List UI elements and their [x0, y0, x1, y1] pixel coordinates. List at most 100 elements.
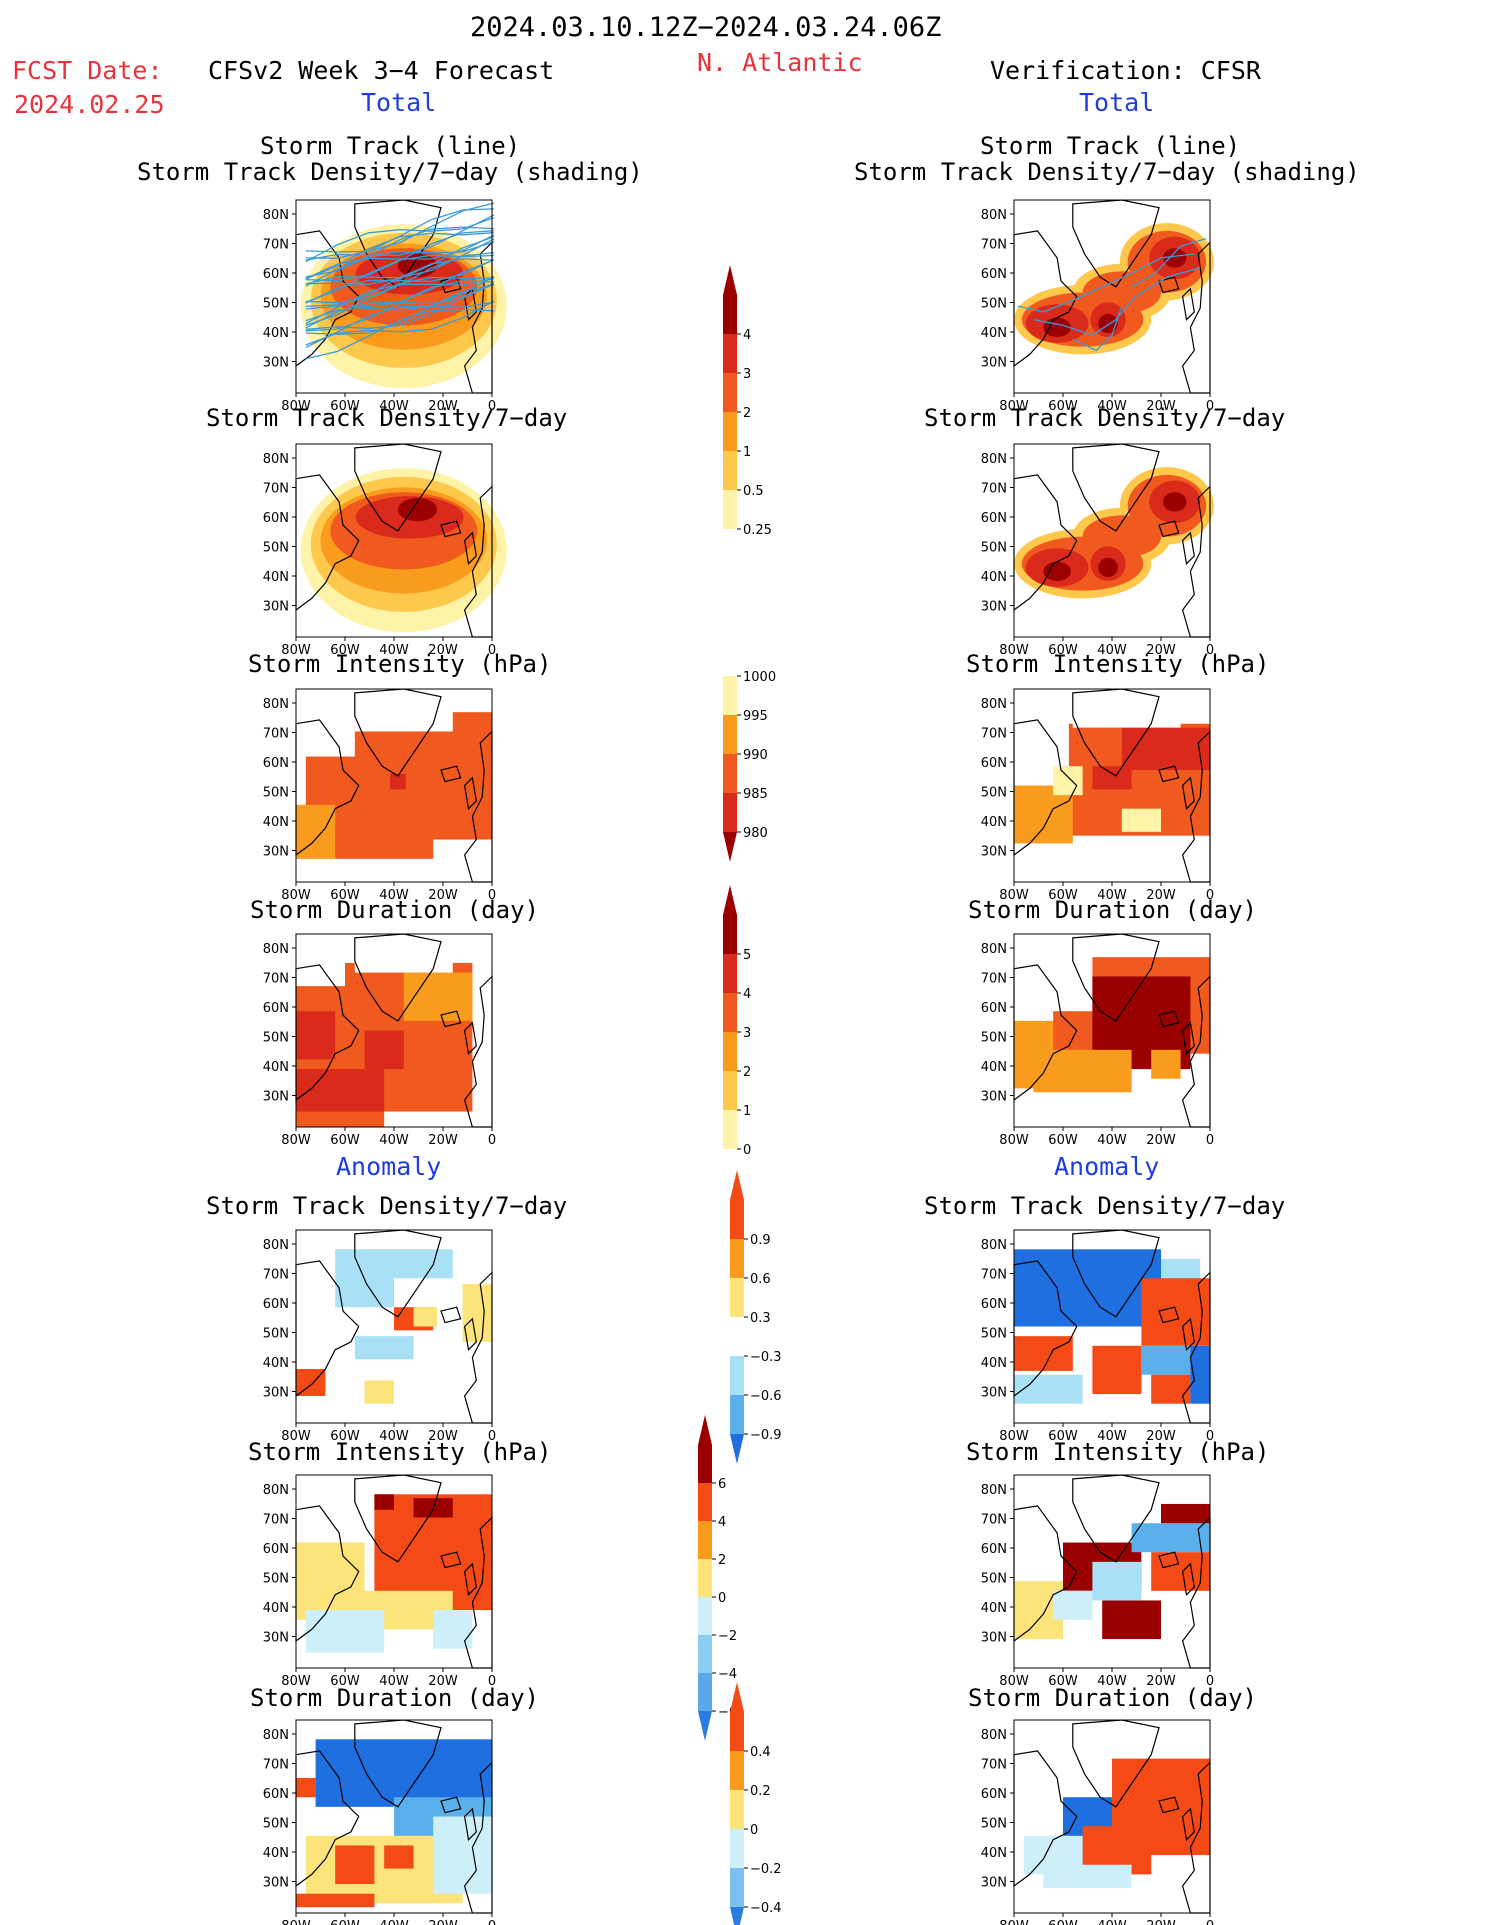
lon-tick-label: 0	[1206, 1429, 1214, 1444]
total-label-right: Total	[1079, 88, 1155, 117]
lat-tick-label: 60N	[263, 511, 289, 526]
fcst-duration-coastline	[440, 1010, 462, 1028]
obs-track-coastline	[1072, 199, 1160, 288]
obs-intensity-cell	[1121, 808, 1161, 832]
title-right-duration-anom: Storm Duration (day)	[968, 1684, 1257, 1712]
obs-duration-coastline	[1013, 964, 1078, 1102]
colorbar-swatch	[723, 451, 737, 490]
fcst-density-anom-coastline	[463, 1317, 477, 1351]
obs-density-anom-cell	[1014, 1374, 1083, 1404]
obs-density-anom-cell	[1151, 1374, 1191, 1404]
lon-tick-label: 60W	[1048, 888, 1078, 903]
obs-density-cell	[1043, 561, 1071, 582]
obs-intensity-anom-cell	[1161, 1503, 1210, 1524]
lat-tick-label: 60N	[263, 756, 289, 771]
lat-tick-label: 80N	[981, 697, 1007, 712]
fcst-track-storm-track	[305, 276, 495, 326]
lon-tick-label: 20W	[1146, 399, 1176, 414]
region-title: N. Atlantic	[697, 48, 863, 77]
fcst-intensity-anom-cell	[305, 1610, 385, 1653]
title-left-track-shading: Storm Track Density/7−day (shading)	[137, 158, 643, 186]
lat-tick-label: 70N	[981, 1758, 1007, 1773]
lat-tick-label: 50N	[263, 1572, 289, 1587]
fcst-density-anom-cell	[364, 1380, 394, 1404]
colorbar-label: −0.2	[750, 1862, 782, 1877]
colorbar-label: 4	[743, 328, 751, 343]
colorbar-label: 0	[750, 1823, 758, 1838]
lat-tick-label: 40N	[981, 1060, 1007, 1075]
lat-tick-label: 60N	[981, 1297, 1007, 1312]
lat-tick-label: 70N	[981, 482, 1007, 497]
title-right-intensity: Storm Intensity (hPa)	[966, 650, 1270, 678]
obs-track-cell	[1082, 271, 1162, 314]
lat-tick-label: 50N	[263, 541, 289, 556]
colorbar-label: 4	[743, 987, 751, 1002]
obs-intensity-cell	[1072, 692, 1181, 728]
title-left-track-line: Storm Track (line)	[260, 132, 521, 160]
obs-intensity-cell	[1092, 766, 1132, 790]
lat-tick-label: 30N	[981, 845, 1007, 860]
fcst-date: 2024.02.25	[14, 90, 165, 119]
lat-tick-label: 40N	[263, 1846, 289, 1861]
fcst-track-storm-track	[305, 259, 495, 304]
lon-tick-label: 20W	[1146, 1133, 1176, 1148]
verification-title: Verification: CFSR	[990, 56, 1261, 85]
lat-tick-label: 50N	[981, 1572, 1007, 1587]
lon-tick-label: 60W	[330, 888, 360, 903]
lon-tick-label: 80W	[999, 1429, 1029, 1444]
lon-tick-label: 0	[488, 1674, 496, 1689]
lat-tick-label: 50N	[981, 1327, 1007, 1342]
fcst-duration-anom-cell	[296, 1777, 316, 1798]
obs-density-anom-coastline	[1181, 1317, 1195, 1351]
obs-duration-anom-map: 80N 70N 60N 50N 40N 30N 80W 60W 40W 20W 0	[981, 1719, 1214, 1925]
colorbar-label: 0.6	[750, 1272, 771, 1287]
obs-intensity-anom-coastline	[1013, 1505, 1078, 1643]
colorbar-swatch	[723, 412, 737, 451]
obs-intensity-anom-cell	[1092, 1561, 1142, 1601]
lat-tick-label: 60N	[263, 1787, 289, 1802]
obs-intensity-anom-coastline	[1181, 1562, 1195, 1596]
title-left-density: Storm Track Density/7−day	[206, 404, 568, 432]
fcst-density-anom-cell	[413, 1307, 438, 1327]
colorbar-swatch	[730, 1278, 744, 1317]
fcst-intensity-coastline	[440, 765, 462, 783]
obs-duration-anom-coastline	[1158, 1796, 1180, 1814]
colorbar-label: 3	[743, 367, 751, 382]
fcst-duration-cell	[296, 1011, 336, 1060]
lat-tick-label: 30N	[981, 1631, 1007, 1646]
lon-tick-label: 20W	[1146, 1429, 1176, 1444]
colorbar-label: 0	[718, 1591, 726, 1606]
obs-density-coastline	[1181, 531, 1195, 565]
obs-density-cell	[1162, 492, 1187, 512]
colorbar-swatch	[698, 1673, 712, 1711]
lat-tick-label: 50N	[263, 1817, 289, 1832]
fcst-duration-anom-coastline	[295, 1750, 360, 1888]
fcst-duration-map: 80N 70N 60N 50N 40N 30N 80W 60W 40W 20W 0	[263, 933, 496, 1148]
lon-tick-label: 20W	[1146, 1919, 1176, 1925]
lon-tick-label: 0	[488, 1133, 496, 1148]
fcst-duration-coastline	[463, 1021, 477, 1055]
fcst-density-coastline	[440, 520, 462, 538]
obs-intensity-anom-coastline	[1158, 1551, 1180, 1569]
obs-track-storm-track	[1131, 237, 1207, 288]
lat-tick-label: 30N	[263, 845, 289, 860]
lon-tick-label: 0	[1206, 399, 1214, 414]
title-right-track-shading: Storm Track Density/7−day (shading)	[854, 158, 1360, 186]
colorbar-top-arrow	[723, 885, 737, 915]
lat-tick-label: 30N	[263, 1090, 289, 1105]
fcst-intensity-cell	[433, 839, 492, 882]
lat-tick-label: 60N	[263, 1297, 289, 1312]
fcst-density-coastline	[354, 443, 442, 532]
lon-tick-label: 40W	[379, 643, 409, 658]
colorbar-swatch	[730, 1712, 744, 1751]
fcst-duration-anom-coastline	[354, 1719, 442, 1808]
colorbar-label: 6	[718, 1477, 726, 1492]
lon-tick-label: 20W	[428, 1674, 458, 1689]
lon-tick-label: 40W	[379, 1133, 409, 1148]
colorbar-label: 5	[743, 948, 751, 963]
colorbar-swatch	[730, 1356, 744, 1395]
fcst-duration-anom-cell	[315, 1739, 492, 1807]
lat-tick-label: 50N	[981, 1817, 1007, 1832]
colorbar-label: 1000	[743, 670, 776, 685]
